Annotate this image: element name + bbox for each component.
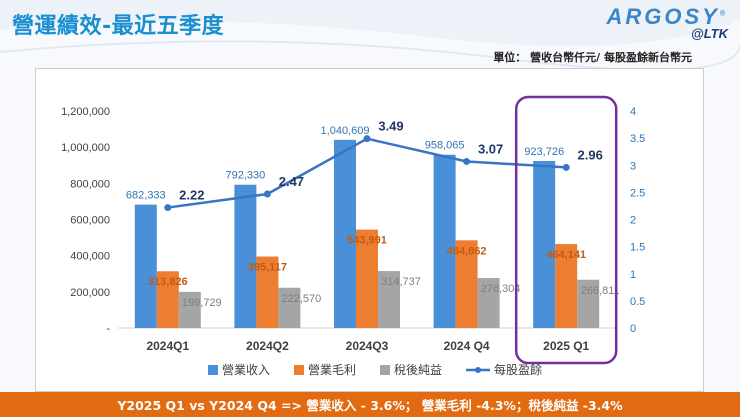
y-tick-label: 400,000 xyxy=(70,251,110,263)
x-tick-label: 2024 Q4 xyxy=(444,339,490,353)
data-label-revenue: 923,726 xyxy=(524,146,564,158)
y2-tick-label: 2.5 xyxy=(630,187,645,199)
y-tick-label: 800,000 xyxy=(70,178,110,190)
bar-revenue xyxy=(334,139,356,328)
eps-point xyxy=(562,163,570,171)
eps-label: 2.22 xyxy=(179,188,204,203)
data-label-net: 199,729 xyxy=(182,297,222,309)
unit-note: 單位： 營收台幣仟元/ 每股盈餘新台幣元 xyxy=(493,51,692,64)
eps-point xyxy=(463,157,471,165)
legend-label: 每股盈餘 xyxy=(494,362,542,377)
x-tick-label: 2024Q2 xyxy=(246,339,289,353)
data-label-net: 276,304 xyxy=(481,283,521,295)
data-label-gross: 395,117 xyxy=(248,262,287,274)
x-tick-label: 2024Q1 xyxy=(146,339,189,353)
bar-net xyxy=(378,271,400,328)
data-label-revenue: 682,333 xyxy=(126,190,166,202)
bar-net xyxy=(178,291,201,328)
data-label-net: 314,737 xyxy=(381,276,421,288)
data-label-revenue: 792,330 xyxy=(226,170,266,182)
eps-label: 2.47 xyxy=(279,174,304,189)
eps-label: 3.07 xyxy=(478,141,503,156)
legend-marker-eps xyxy=(475,367,481,373)
bar-gross xyxy=(455,240,478,328)
legend-swatch-revenue xyxy=(208,365,218,375)
y-tick-label: - xyxy=(106,323,110,335)
eps-point xyxy=(363,135,371,143)
data-label-gross: 313,826 xyxy=(148,276,188,288)
bar-net xyxy=(577,279,600,328)
logo-sub: @LTK xyxy=(691,26,728,41)
highlight-box xyxy=(514,95,618,365)
bar-revenue xyxy=(533,160,556,328)
data-label-revenue: 1,040,609 xyxy=(321,125,370,137)
bar-revenue xyxy=(134,204,157,328)
bar-gross xyxy=(156,271,179,328)
y-tick-label: 1,000,000 xyxy=(61,142,110,154)
data-label-net: 222,570 xyxy=(282,293,322,305)
bar-net xyxy=(278,287,301,328)
bar-revenue xyxy=(433,154,456,328)
logo-brand: ARGOSY® xyxy=(606,4,728,29)
bar-net xyxy=(477,278,500,328)
y2-tick-label: 0 xyxy=(630,323,636,335)
legend-swatch-net xyxy=(380,365,390,375)
legend-label: 營業毛利 xyxy=(308,363,356,377)
y-tick-label: 1,200,000 xyxy=(61,106,110,118)
comparison-footer: Y2025 Q1 vs Y2024 Q4 => 營業收入 - 3.6%； 營業毛… xyxy=(0,392,740,417)
data-label-net: 266,811 xyxy=(581,285,620,297)
eps-point xyxy=(164,204,172,212)
legend-label: 營業收入 xyxy=(222,363,270,377)
page-title: 營運績效-最近五季度 xyxy=(12,14,225,39)
legend-label: 稅後純益 xyxy=(394,363,442,377)
y2-tick-label: 3.5 xyxy=(630,133,645,145)
bar-revenue xyxy=(234,184,257,328)
data-label-revenue: 958,065 xyxy=(425,140,465,152)
y2-tick-label: 4 xyxy=(630,106,636,118)
y-tick-label: 200,000 xyxy=(70,287,110,299)
x-tick-label: 2024Q3 xyxy=(346,339,389,353)
y-tick-label: 600,000 xyxy=(70,215,110,227)
data-label-gross: 543,991 xyxy=(347,235,387,247)
bar-gross xyxy=(555,244,578,328)
chart-container: - 200,000 400,000 600,000 800,000 1,000,000 1,… xyxy=(35,68,704,392)
bar-gross xyxy=(256,256,279,328)
chart: - 200,000 400,000 600,000 800,000 1,000,000 1,… xyxy=(61,95,645,377)
data-label-gross: 464,141 xyxy=(546,249,586,261)
bar-gross xyxy=(356,229,378,328)
y2-tick-label: 1 xyxy=(630,269,636,281)
y2-tick-label: 2 xyxy=(630,215,636,227)
y2-tick-label: 0.5 xyxy=(630,296,645,308)
y2-tick-label: 1.5 xyxy=(630,242,645,254)
x-tick-label: 2025 Q1 xyxy=(543,339,589,353)
data-label-gross: 484,862 xyxy=(447,245,487,257)
y2-tick-label: 3 xyxy=(630,160,636,172)
legend-swatch-gross xyxy=(294,365,304,375)
eps-point xyxy=(263,190,271,198)
eps-label: 2.96 xyxy=(578,147,603,162)
eps-label: 3.49 xyxy=(378,119,403,134)
logo: ARGOSY® @LTK xyxy=(606,4,728,41)
